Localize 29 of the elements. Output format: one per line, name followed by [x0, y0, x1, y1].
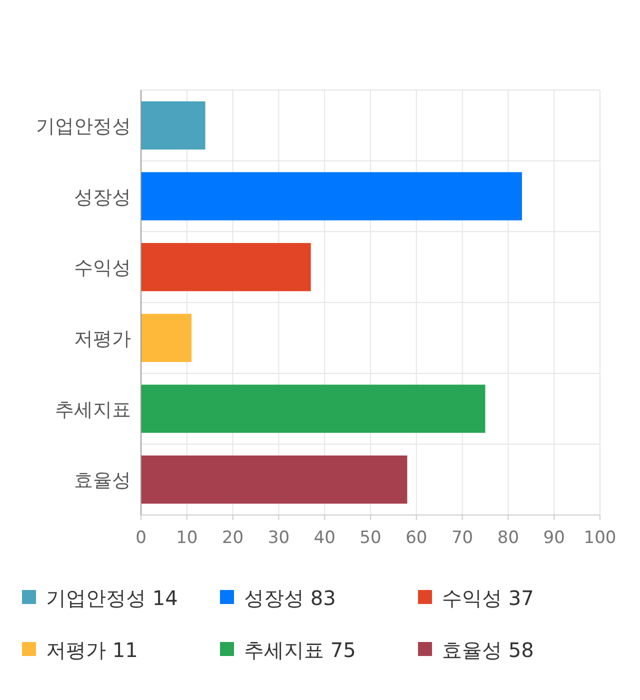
x-tick-label: 80	[497, 528, 520, 548]
legend-item: 성장성 83	[220, 586, 336, 610]
legend-label: 기업안정성 14	[46, 586, 178, 610]
x-tick-label: 20	[222, 528, 244, 548]
legend-item: 저평가 11	[22, 638, 138, 662]
x-tick-label: 90	[543, 528, 565, 548]
x-tick-label: 70	[451, 528, 474, 548]
legend-item: 추세지표 75	[220, 638, 356, 662]
legend-item: 기업안정성 14	[22, 586, 178, 610]
y-tick-label: 효율성	[74, 470, 131, 492]
y-tick-label: 기업안정성	[36, 115, 131, 138]
legend-label: 저평가 11	[46, 638, 138, 662]
legend-label: 성장성 83	[244, 586, 336, 610]
legend-label: 효율성 58	[442, 638, 534, 662]
legend-label: 추세지표 75	[244, 638, 356, 662]
legend-label: 수익성 37	[442, 586, 534, 610]
x-tick-label: 100	[584, 528, 616, 548]
legend-item: 수익성 37	[418, 586, 534, 610]
legend-item: 효율성 58	[418, 638, 534, 662]
y-tick-label: 성장성	[74, 186, 131, 208]
y-tick-label: 수익성	[74, 257, 131, 280]
x-tick-label: 0	[136, 528, 146, 548]
x-tick-label: 50	[360, 528, 382, 548]
x-tick-label: 10	[176, 528, 198, 548]
x-tick-label: 30	[268, 528, 290, 548]
x-tick-label: 60	[406, 528, 428, 548]
x-tick-label: 40	[314, 528, 336, 548]
y-tick-label: 저평가	[74, 328, 131, 350]
y-tick-label: 추세지표	[55, 398, 131, 421]
